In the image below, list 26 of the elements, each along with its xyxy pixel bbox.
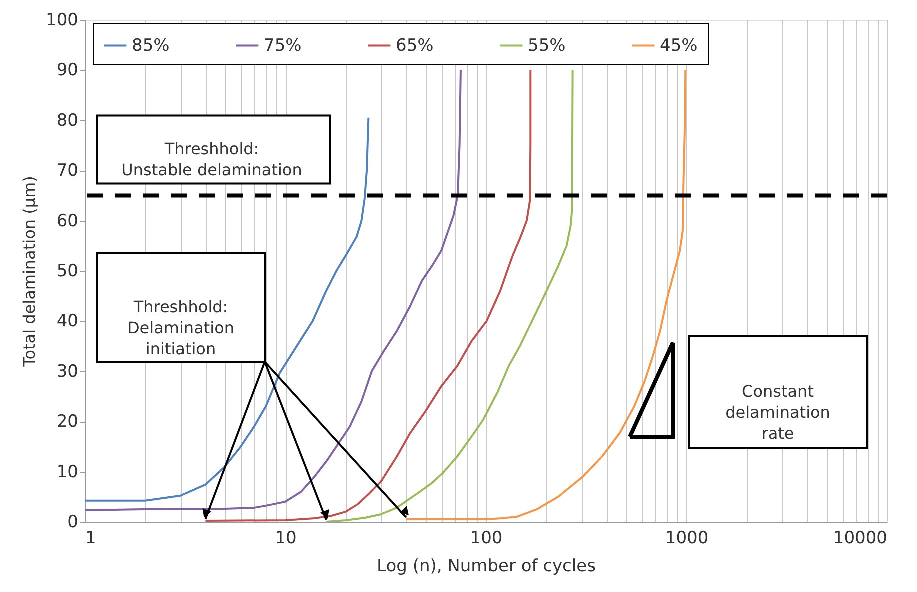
x-axis-title: Log (n), Number of cycles — [377, 556, 596, 576]
y-tick-label: 70 — [56, 161, 78, 182]
y-tick-label: 30 — [56, 362, 78, 382]
y-tick-label: 10 — [56, 462, 78, 482]
y-tick-label: 60 — [56, 211, 78, 232]
annotation: Threshhold: Delamination initiation — [127, 298, 235, 358]
x-tick-label: 1 — [86, 528, 96, 548]
legend-label: 65% — [396, 36, 434, 56]
legend-label: 55% — [528, 36, 566, 56]
y-tick-label: 40 — [56, 312, 78, 332]
x-tick-label: 10000 — [833, 528, 888, 548]
annotation: Constant delamination rate — [726, 382, 830, 443]
y-tick-label: 0 — [68, 512, 78, 532]
ref-line-label: Threshhold: Unstable delamination — [122, 140, 302, 180]
y-tick-label: 100 — [46, 10, 78, 30]
y-tick-label: 90 — [56, 60, 78, 81]
legend-label: 85% — [132, 36, 170, 56]
x-tick-label: 10 — [275, 528, 297, 548]
legend-label: 45% — [660, 36, 698, 56]
x-tick-label: 1000 — [665, 528, 709, 548]
y-tick-label: 80 — [56, 110, 78, 131]
y-axis-title: Total delamination (μm) — [20, 176, 40, 368]
y-tick-label: 50 — [56, 262, 78, 282]
legend-label: 75% — [264, 36, 302, 56]
y-tick-label: 20 — [56, 412, 78, 432]
x-tick-label: 100 — [470, 528, 503, 548]
